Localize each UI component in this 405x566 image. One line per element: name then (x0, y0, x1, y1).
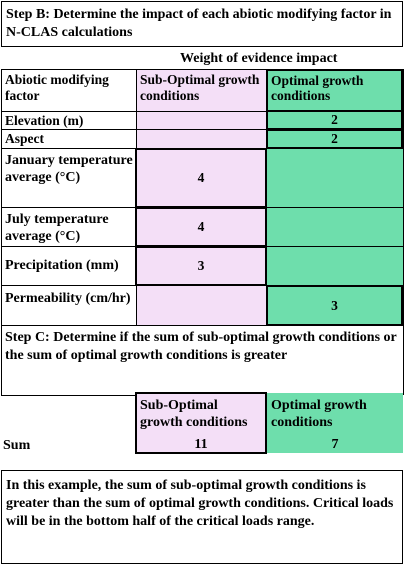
sum-sub-optimal-value: 11 (194, 436, 208, 452)
sum-optimal-box (267, 393, 403, 453)
factor-column-header: Abiotic modifying factor (5, 72, 109, 103)
row-elevation-factor: Elevation (m) (5, 112, 84, 128)
row-aspect-optimal: 2 (266, 129, 403, 149)
row-aspect-factor: Aspect (5, 131, 44, 146)
row-precipitation-sub-optimal: 3 (135, 246, 267, 286)
row-july-factor: July temperature average (°C) (5, 212, 109, 244)
sum-optimal-header: Optimal growth conditions (271, 398, 367, 430)
sum-sub-optimal-box (135, 392, 267, 454)
sum-label: Sum (3, 438, 31, 453)
row-january-factor: January temperature average (°C) (5, 153, 133, 185)
row-precipitation-factor: Precipitation (mm) (5, 258, 119, 273)
row-july-sub-optimal: 4 (135, 207, 267, 247)
row-permeability-factor: Permeability (cm/hr) (5, 291, 131, 306)
row-elevation-optimal: 2 (266, 110, 403, 130)
optimal-column-header: Optimal growth conditions (266, 69, 403, 112)
sub-optimal-column-header: Sub-Optimal growth conditions (140, 72, 260, 103)
sum-optimal-value: 7 (331, 436, 339, 452)
sum-sub-optimal-header: Sub-Optimal growth conditions (140, 398, 248, 430)
row-january-sub-optimal: 4 (135, 148, 267, 208)
conclusion-text: In this example, the sum of sub-optimal … (1, 470, 403, 564)
weight-of-evidence-header: Weight of evidence impact (180, 51, 338, 66)
row-permeability-optimal: 3 (266, 285, 403, 326)
step-b-title: Step B: Determine the impact of each abi… (1, 1, 403, 47)
step-c-title: Step C: Determine if the sum of sub-opti… (5, 330, 397, 363)
